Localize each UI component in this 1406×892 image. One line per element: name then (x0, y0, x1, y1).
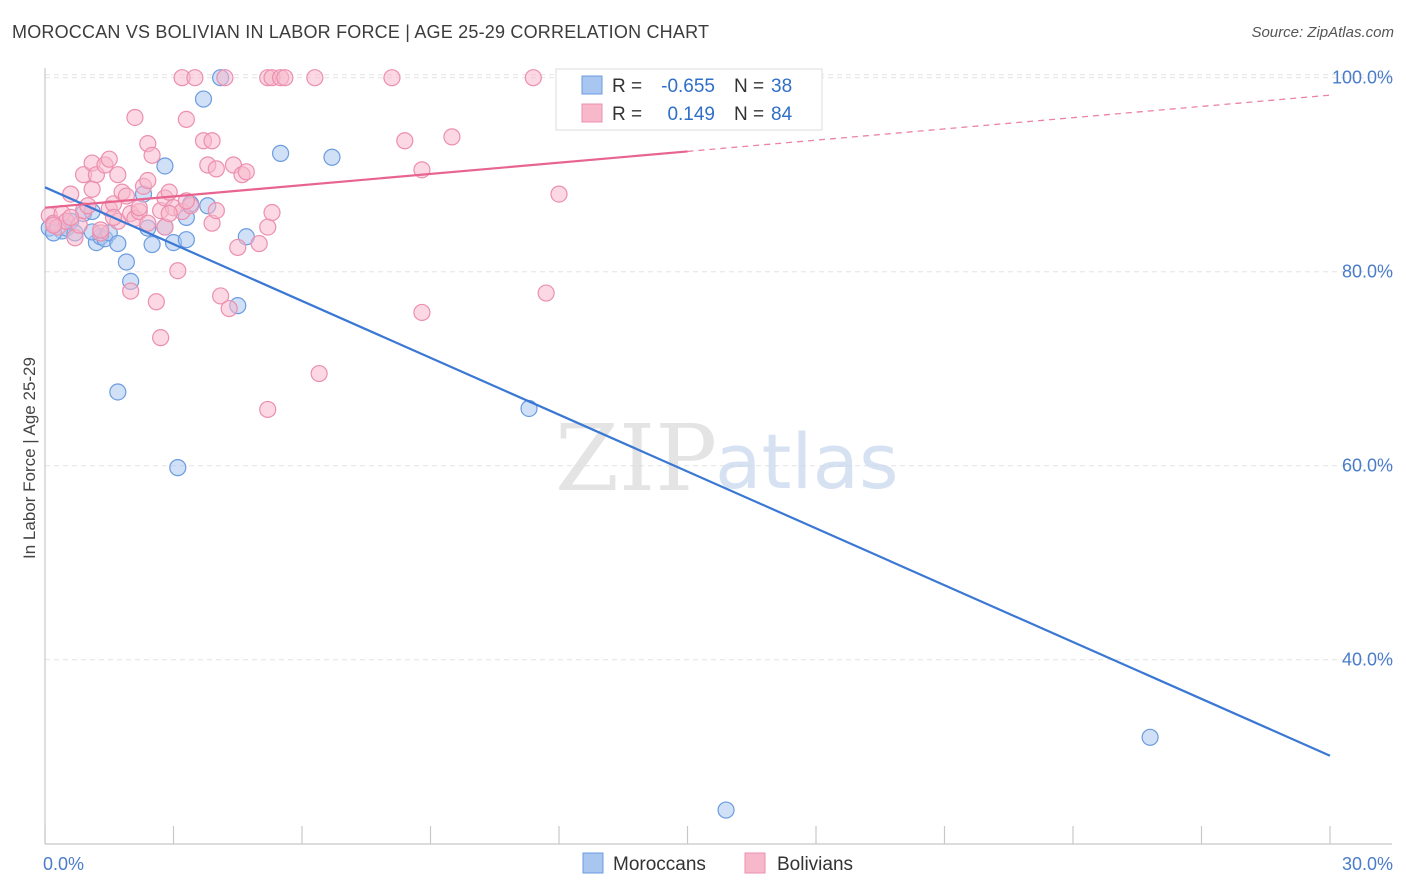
moroccans-point (143, 235, 161, 254)
bolivians-point (237, 163, 255, 181)
bolivians-point (550, 185, 568, 203)
y-tick-label: 80.0% (1342, 262, 1393, 282)
legend-n-value-2: 84 (771, 104, 793, 125)
moroccans-point (1141, 728, 1159, 746)
legend-r-label-2: R = (612, 104, 642, 125)
bolivians-point (122, 282, 140, 300)
bolivians-point (152, 329, 170, 347)
data-points (40, 69, 1159, 819)
bolivians-point (276, 69, 294, 87)
bolivians-point (443, 128, 461, 146)
tick-labels: 100.0% 80.0% 60.0% 40.0% 0.0% 30.0% (43, 68, 1393, 874)
y-tick-label: 40.0% (1342, 650, 1393, 670)
y-tick-label: 60.0% (1342, 456, 1393, 476)
bolivians-point (537, 284, 555, 302)
bolivians-point (524, 69, 542, 87)
moroccans-point (194, 90, 213, 108)
bolivians-point (310, 364, 328, 383)
moroccans-trend-line (44, 186, 1331, 757)
moroccans-point (717, 801, 735, 819)
bolivians-point (259, 218, 277, 236)
moroccans-point (117, 253, 135, 271)
bolivians-point (100, 150, 118, 168)
moroccans-point (177, 231, 195, 249)
bolivians-point (44, 216, 63, 234)
x-tick-label: 0.0% (43, 854, 84, 874)
legend-r-value-2: 0.149 (667, 104, 715, 125)
series-legend: Moroccans Bolivians (582, 852, 853, 875)
bolivians-point (169, 262, 187, 280)
legend-swatch-moroccans (581, 75, 603, 95)
bolivians-point (186, 69, 204, 87)
moroccans-point (323, 148, 341, 166)
bolivians-point (229, 238, 247, 257)
bolivians-point (83, 180, 101, 198)
y-tick-label: 100.0% (1332, 68, 1393, 88)
bolivians-point (396, 132, 414, 150)
bolivians-point (62, 208, 80, 226)
bolivians-point (383, 69, 401, 87)
legend-r-label-1: R = (612, 76, 642, 97)
x-tick-label: 30.0% (1342, 854, 1393, 874)
moroccans-point (109, 234, 127, 253)
moroccans-point (169, 459, 187, 477)
bolivians-point (177, 192, 195, 210)
bolivians-point (212, 287, 230, 305)
bolivians-point (413, 303, 431, 322)
bolivians-trend-line (44, 150, 688, 209)
bolivians-point (143, 146, 161, 164)
chart-title: MOROCCAN VS BOLIVIAN IN LABOR FORCE | AG… (12, 22, 710, 42)
bolivians-point (207, 201, 225, 220)
bolivians-point (207, 160, 225, 178)
legend-r-value-1: -0.655 (661, 76, 715, 97)
bottom-legend-swatch-moroccans (582, 852, 604, 874)
moroccans-point (156, 157, 174, 175)
bottom-legend-swatch-bolivians (744, 852, 766, 874)
bolivians-point (220, 299, 238, 318)
bolivians-point (160, 204, 178, 223)
chart-source: Source: ZipAtlas.com (1251, 24, 1394, 41)
bottom-legend-bolivians: Bolivians (777, 854, 853, 875)
bottom-legend-moroccans: Moroccans (613, 854, 706, 875)
bolivians-point (139, 171, 157, 190)
legend-n-value-1: 38 (771, 76, 792, 97)
bolivians-point (92, 221, 110, 239)
bolivians-point (203, 132, 221, 150)
bolivians-point (263, 203, 281, 222)
bolivians-point (147, 293, 165, 311)
bolivians-point (306, 69, 324, 87)
y-axis-label: In Labor Force | Age 25-29 (20, 357, 39, 559)
watermark-zip: ZIP (555, 405, 717, 512)
bolivians-point (139, 214, 157, 232)
grid-lines (45, 74, 1392, 661)
bolivians-trend-line-extension (687, 94, 1331, 153)
bolivians-point (126, 108, 144, 127)
bolivians-point (259, 400, 277, 419)
moroccans-point (271, 144, 290, 162)
watermark-atlas: atlas (715, 417, 899, 506)
axes (44, 68, 1392, 845)
stats-legend: R = -0.655 N = 38 R = 0.149 N = 84 (555, 68, 823, 131)
moroccans-point (109, 383, 127, 401)
bolivians-point (250, 234, 268, 253)
bolivians-point (177, 110, 195, 129)
trend-lines (44, 94, 1331, 757)
bolivians-point (216, 69, 234, 87)
legend-n-label-1: N = (734, 76, 764, 97)
bolivians-point (109, 166, 127, 184)
legend-swatch-bolivians (581, 103, 603, 123)
bolivians-point (130, 199, 148, 217)
legend-n-label-2: N = (734, 104, 764, 125)
